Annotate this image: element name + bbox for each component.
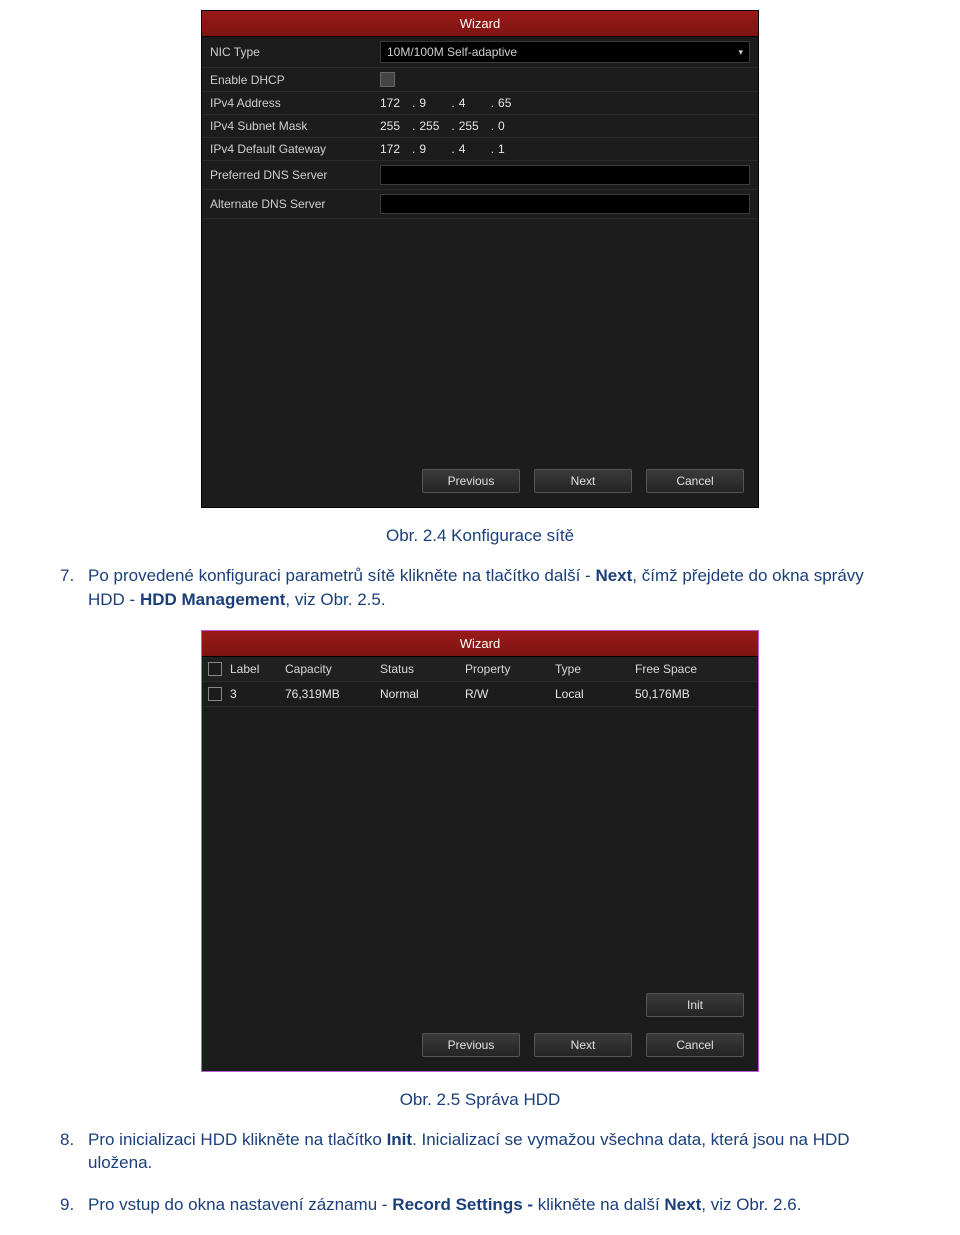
ip-octet: 65 [498, 96, 526, 110]
nic-type-text: 10M/100M Self-adaptive [387, 45, 517, 59]
dialog-spacer [202, 219, 758, 459]
list-number: 9. [60, 1193, 88, 1217]
paragraph-7: 7. Po provedené konfiguraci parametrů sí… [60, 564, 880, 612]
hdd-row-checkbox[interactable] [208, 687, 222, 701]
ip-octet: 4 [459, 142, 487, 156]
list-number: 7. [60, 564, 88, 612]
row-alt-dns: Alternate DNS Server [202, 190, 758, 219]
paragraph-text: Pro vstup do okna nastavení záznamu - Re… [88, 1193, 880, 1217]
hdd-checkbox-all[interactable] [208, 662, 222, 676]
dialog-spacer [202, 707, 758, 987]
col-status: Status [380, 662, 465, 676]
dialog-body: NIC Type 10M/100M Self-adaptive ▾ Enable… [202, 37, 758, 507]
row-nic-type: NIC Type 10M/100M Self-adaptive ▾ [202, 37, 758, 68]
paragraph-8: 8. Pro inicializaci HDD klikněte na tlač… [60, 1128, 880, 1176]
next-button[interactable]: Next [534, 1033, 632, 1057]
label-alt-dns: Alternate DNS Server [210, 197, 380, 211]
network-wizard-dialog: Wizard NIC Type 10M/100M Self-adaptive ▾… [201, 10, 759, 508]
ip-octet: 255 [380, 119, 408, 133]
previous-button[interactable]: Previous [422, 1033, 520, 1057]
nic-type-select[interactable]: 10M/100M Self-adaptive ▾ [380, 41, 750, 63]
row-checkbox-cell [208, 687, 230, 701]
dialog-title: Wizard [202, 11, 758, 37]
previous-button[interactable]: Previous [422, 469, 520, 493]
dialog-buttons: Previous Next Cancel [202, 1023, 758, 1071]
hdd-wizard-dialog: Wizard Label Capacity Status Property Ty… [201, 630, 759, 1072]
ip-octet: 172 [380, 142, 408, 156]
header-checkbox-cell [208, 662, 230, 676]
label-pref-dns: Preferred DNS Server [210, 168, 380, 182]
cell-free: 50,176MB [635, 687, 735, 701]
dialog-body: Label Capacity Status Property Type Free… [202, 657, 758, 1071]
col-property: Property [465, 662, 555, 676]
list-number: 8. [60, 1128, 88, 1176]
ip-octet: 1 [498, 142, 526, 156]
ip-octet: 9 [419, 142, 447, 156]
row-ipv4-gateway: IPv4 Default Gateway 172. 9. 4. 1 [202, 138, 758, 161]
document-page: Wizard NIC Type 10M/100M Self-adaptive ▾… [0, 10, 960, 1217]
cell-capacity: 76,319MB [285, 687, 380, 701]
paragraph-text: Po provedené konfiguraci parametrů sítě … [88, 564, 880, 612]
chevron-down-icon: ▾ [738, 47, 743, 58]
col-type: Type [555, 662, 635, 676]
cancel-button[interactable]: Cancel [646, 469, 744, 493]
col-capacity: Capacity [285, 662, 380, 676]
dhcp-checkbox[interactable] [380, 72, 395, 87]
ipv4-gateway-input[interactable]: 172. 9. 4. 1 [380, 142, 750, 156]
alt-dns-input[interactable] [380, 194, 750, 214]
label-enable-dhcp: Enable DHCP [210, 73, 380, 87]
cancel-button[interactable]: Cancel [646, 1033, 744, 1057]
label-ipv4-mask: IPv4 Subnet Mask [210, 119, 380, 133]
ipv4-mask-input[interactable]: 255. 255. 255. 0 [380, 119, 750, 133]
ip-octet: 172 [380, 96, 408, 110]
alt-dns-value [380, 194, 750, 214]
label-ipv4-address: IPv4 Address [210, 96, 380, 110]
cell-property: R/W [465, 687, 555, 701]
col-label: Label [230, 662, 285, 676]
hdd-table-row[interactable]: 3 76,319MB Normal R/W Local 50,176MB [202, 682, 758, 707]
row-ipv4-address: IPv4 Address 172. 9. 4. 65 [202, 92, 758, 115]
row-enable-dhcp: Enable DHCP [202, 68, 758, 92]
dialog-title: Wizard [202, 631, 758, 657]
ipv4-address-input[interactable]: 172. 9. 4. 65 [380, 96, 750, 110]
figure-caption-1: Obr. 2.4 Konfigurace sítě [0, 526, 960, 546]
paragraph-9: 9. Pro vstup do okna nastavení záznamu -… [60, 1193, 880, 1217]
value-nic-type: 10M/100M Self-adaptive ▾ [380, 41, 750, 63]
cell-type: Local [555, 687, 635, 701]
row-pref-dns: Preferred DNS Server [202, 161, 758, 190]
hdd-table-header: Label Capacity Status Property Type Free… [202, 657, 758, 682]
label-nic-type: NIC Type [210, 45, 380, 59]
col-free: Free Space [635, 662, 735, 676]
cell-status: Normal [380, 687, 465, 701]
init-button[interactable]: Init [646, 993, 744, 1017]
figure-caption-2: Obr. 2.5 Správa HDD [0, 1090, 960, 1110]
cell-label: 3 [230, 687, 285, 701]
ip-octet: 0 [498, 119, 526, 133]
ip-octet: 4 [459, 96, 487, 110]
ip-octet: 255 [459, 119, 487, 133]
row-ipv4-mask: IPv4 Subnet Mask 255. 255. 255. 0 [202, 115, 758, 138]
next-button[interactable]: Next [534, 469, 632, 493]
dialog-buttons: Previous Next Cancel [202, 459, 758, 507]
pref-dns-value [380, 165, 750, 185]
paragraph-text: Pro inicializaci HDD klikněte na tlačítk… [88, 1128, 880, 1176]
ip-octet: 9 [419, 96, 447, 110]
init-button-row: Init [202, 987, 758, 1023]
value-enable-dhcp [380, 72, 750, 87]
ip-octet: 255 [419, 119, 447, 133]
label-ipv4-gateway: IPv4 Default Gateway [210, 142, 380, 156]
pref-dns-input[interactable] [380, 165, 750, 185]
